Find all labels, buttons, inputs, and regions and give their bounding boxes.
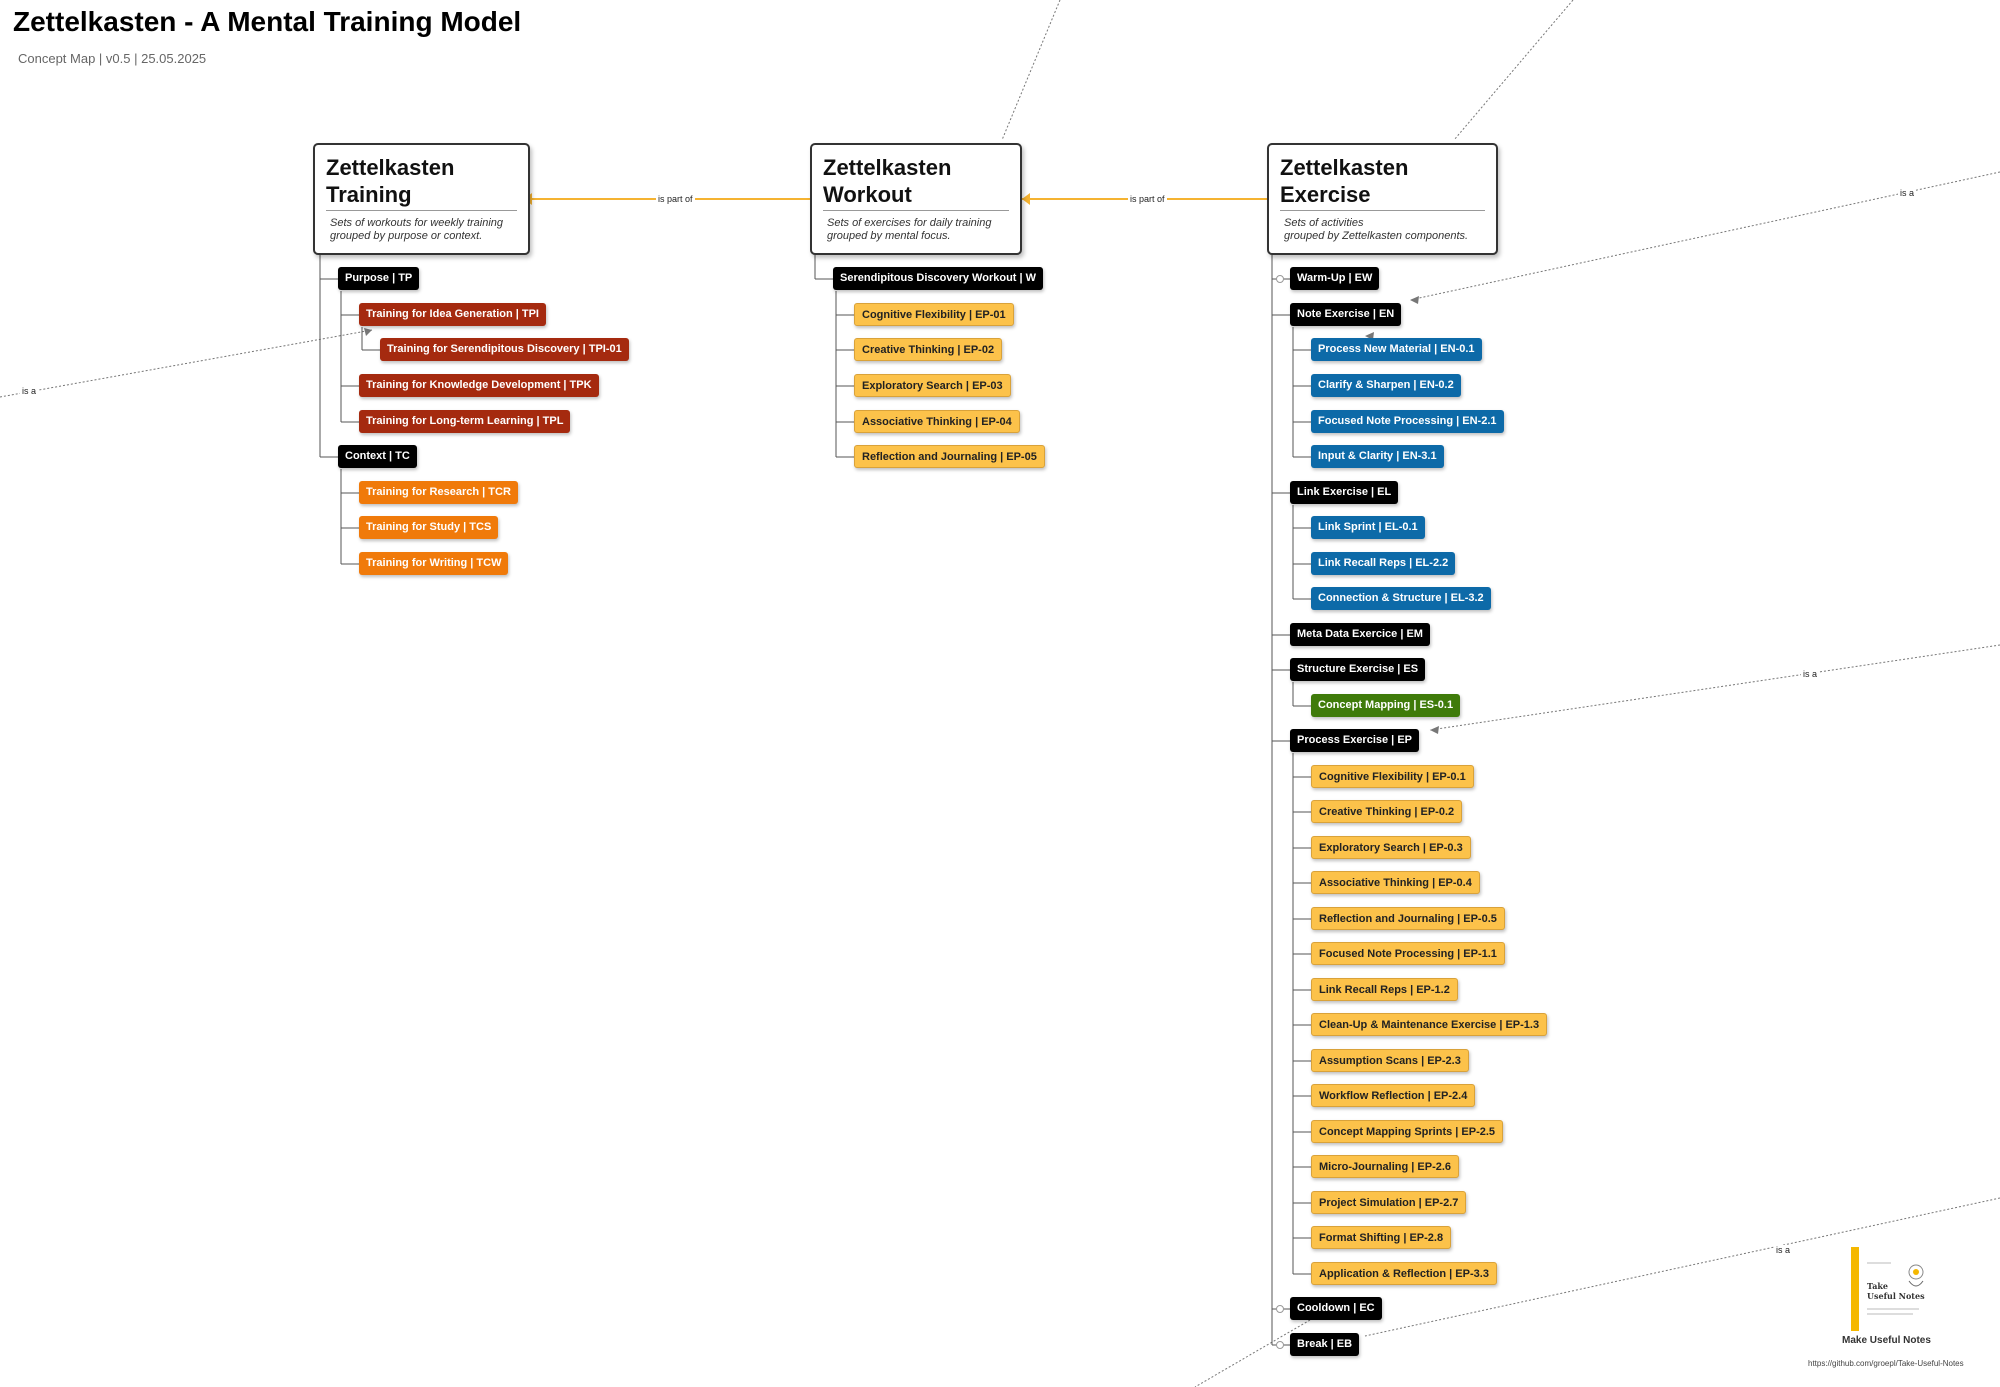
relation-label-is-part-of: is part of bbox=[1128, 194, 1167, 204]
node-note-item[interactable]: Clarify & Sharpen | EN-0.2 bbox=[1311, 374, 1461, 397]
node-workout-exercise[interactable]: Cognitive Flexibility | EP-01 bbox=[854, 303, 1014, 326]
relation-label-is-part-of: is part of bbox=[656, 194, 695, 204]
node-process-item[interactable]: Focused Note Processing | EP-1.1 bbox=[1311, 942, 1505, 965]
node-training-writing[interactable]: Training for Writing | TCW bbox=[359, 552, 509, 575]
arrowhead-workout bbox=[1022, 193, 1030, 205]
node-link-item[interactable]: Link Recall Reps | EL-2.2 bbox=[1311, 552, 1456, 575]
page-subtitle: Concept Map | v0.5 | 25.05.2025 bbox=[18, 51, 207, 66]
logo-image bbox=[1861, 1247, 1931, 1331]
node-training-research[interactable]: Training for Research | TCR bbox=[359, 481, 518, 504]
relation-label-is-a: is a bbox=[1774, 1245, 1793, 1255]
node-process-item[interactable]: Clean-Up & Maintenance Exercise | EP-1.3 bbox=[1311, 1013, 1548, 1036]
node-link-exercise[interactable]: Link Exercise | EL bbox=[1290, 481, 1399, 504]
concept-description: Sets of exercises for daily training gro… bbox=[827, 217, 992, 242]
node-process-item[interactable]: Cognitive Flexibility | EP-0.1 bbox=[1311, 765, 1474, 788]
logo-caption: Make Useful Notes bbox=[1842, 1335, 1931, 1346]
node-process-item[interactable]: Associative Thinking | EP-0.4 bbox=[1311, 871, 1480, 894]
arrowhead-dotted-1 bbox=[364, 328, 372, 336]
node-workout-exercise[interactable]: Exploratory Search | EP-03 bbox=[854, 374, 1011, 397]
relation-label-is-a: is a bbox=[1898, 188, 1917, 198]
node-link-item[interactable]: Connection & Structure | EL-3.2 bbox=[1311, 587, 1491, 610]
node-process-exercise[interactable]: Process Exercise | EP bbox=[1290, 729, 1419, 752]
concept-divider bbox=[823, 210, 1009, 211]
node-link-item[interactable]: Link Sprint | EL-0.1 bbox=[1311, 516, 1425, 539]
node-process-item[interactable]: Reflection and Journaling | EP-0.5 bbox=[1311, 907, 1505, 930]
logo-accent-bar bbox=[1851, 1247, 1859, 1331]
node-process-item[interactable]: Workflow Reflection | EP-2.4 bbox=[1311, 1084, 1476, 1107]
node-process-item[interactable]: Project Simulation | EP-2.7 bbox=[1311, 1191, 1467, 1214]
node-training-serendipitous-discovery[interactable]: Training for Serendipitous Discovery | T… bbox=[380, 338, 629, 361]
collapse-toggle-icon[interactable] bbox=[1276, 275, 1284, 283]
node-meta-data-exercise[interactable]: Meta Data Exercice | EM bbox=[1290, 623, 1430, 646]
concept-title: Zettelkasten Training bbox=[326, 155, 455, 207]
collapse-toggle-icon[interactable] bbox=[1276, 1341, 1284, 1349]
repository-link[interactable]: https://github.com/groepl/Take-Useful-No… bbox=[1808, 1359, 1964, 1368]
arrowhead-dotted-3 bbox=[1430, 726, 1439, 734]
node-note-item[interactable]: Input & Clarity | EN-3.1 bbox=[1311, 445, 1444, 468]
node-training-study[interactable]: Training for Study | TCS bbox=[359, 516, 499, 539]
relation-label-is-a: is a bbox=[1801, 669, 1820, 679]
concept-box-exercise[interactable]: Zettelkasten Exercise Sets of activities… bbox=[1267, 143, 1498, 255]
concept-title: Zettelkasten Exercise bbox=[1280, 155, 1409, 207]
node-process-item[interactable]: Assumption Scans | EP-2.3 bbox=[1311, 1049, 1469, 1072]
arrowhead-dotted-2 bbox=[1410, 296, 1419, 304]
node-process-item[interactable]: Format Shifting | EP-2.8 bbox=[1311, 1226, 1452, 1249]
node-purpose[interactable]: Purpose | TP bbox=[338, 267, 420, 290]
node-workout-exercise[interactable]: Associative Thinking | EP-04 bbox=[854, 410, 1020, 433]
concept-divider bbox=[326, 210, 517, 211]
node-structure-exercise[interactable]: Structure Exercise | ES bbox=[1290, 658, 1426, 681]
node-process-item[interactable]: Micro-Journaling | EP-2.6 bbox=[1311, 1155, 1460, 1178]
node-context[interactable]: Context | TC bbox=[338, 445, 417, 468]
node-structure-item[interactable]: Concept Mapping | ES-0.1 bbox=[1311, 694, 1461, 717]
concept-title: Zettelkasten Workout bbox=[823, 155, 952, 207]
page-title: Zettelkasten - A Mental Training Model bbox=[13, 6, 522, 37]
dotted-line-break bbox=[1364, 1197, 2000, 1337]
node-process-item[interactable]: Application & Reflection | EP-3.3 bbox=[1311, 1262, 1497, 1285]
node-training-idea-generation[interactable]: Training for Idea Generation | TPI bbox=[359, 303, 546, 326]
concept-box-workout[interactable]: Zettelkasten Workout Sets of exercises f… bbox=[810, 143, 1022, 255]
node-training-knowledge-development[interactable]: Training for Knowledge Development | TPK bbox=[359, 374, 599, 397]
node-note-item[interactable]: Focused Note Processing | EN-2.1 bbox=[1311, 410, 1504, 433]
dotted-line-structure bbox=[1429, 644, 2000, 731]
node-process-item[interactable]: Exploratory Search | EP-0.3 bbox=[1311, 836, 1471, 859]
dotted-line-workout-top bbox=[1001, 0, 1061, 141]
concept-description: Sets of workouts for weekly training gro… bbox=[330, 217, 504, 242]
take-useful-notes-logo: Take Useful Notes bbox=[1845, 1245, 1985, 1345]
node-warmup[interactable]: Warm-Up | EW bbox=[1290, 267, 1380, 290]
node-training-long-term-learning[interactable]: Training for Long-term Learning | TPL bbox=[359, 410, 571, 433]
node-cooldown[interactable]: Cooldown | EC bbox=[1290, 1297, 1382, 1320]
node-process-item[interactable]: Link Recall Reps | EP-1.2 bbox=[1311, 978, 1458, 1001]
node-break[interactable]: Break | EB bbox=[1290, 1333, 1360, 1356]
concept-description: Sets of activities grouped by Zettelkast… bbox=[1284, 217, 1469, 242]
logo-text: Take Useful Notes bbox=[1867, 1281, 1925, 1301]
node-workout-exercise[interactable]: Creative Thinking | EP-02 bbox=[854, 338, 1003, 361]
node-process-item[interactable]: Concept Mapping Sprints | EP-2.5 bbox=[1311, 1120, 1504, 1143]
node-process-item[interactable]: Creative Thinking | EP-0.2 bbox=[1311, 800, 1463, 823]
concept-box-training[interactable]: Zettelkasten Training Sets of workouts f… bbox=[313, 143, 530, 255]
node-note-exercise[interactable]: Note Exercise | EN bbox=[1290, 303, 1402, 326]
dotted-line-training-left bbox=[0, 329, 373, 398]
concept-divider bbox=[1280, 210, 1485, 211]
node-workout-exercise[interactable]: Reflection and Journaling | EP-05 bbox=[854, 445, 1045, 468]
relation-label-is-a: is a bbox=[20, 386, 39, 396]
node-workout[interactable]: Serendipitous Discovery Workout | W bbox=[833, 267, 1044, 290]
dotted-line-exercise-top bbox=[1453, 0, 1574, 141]
collapse-toggle-icon[interactable] bbox=[1276, 1305, 1284, 1313]
node-note-item[interactable]: Process New Material | EN-0.1 bbox=[1311, 338, 1482, 361]
